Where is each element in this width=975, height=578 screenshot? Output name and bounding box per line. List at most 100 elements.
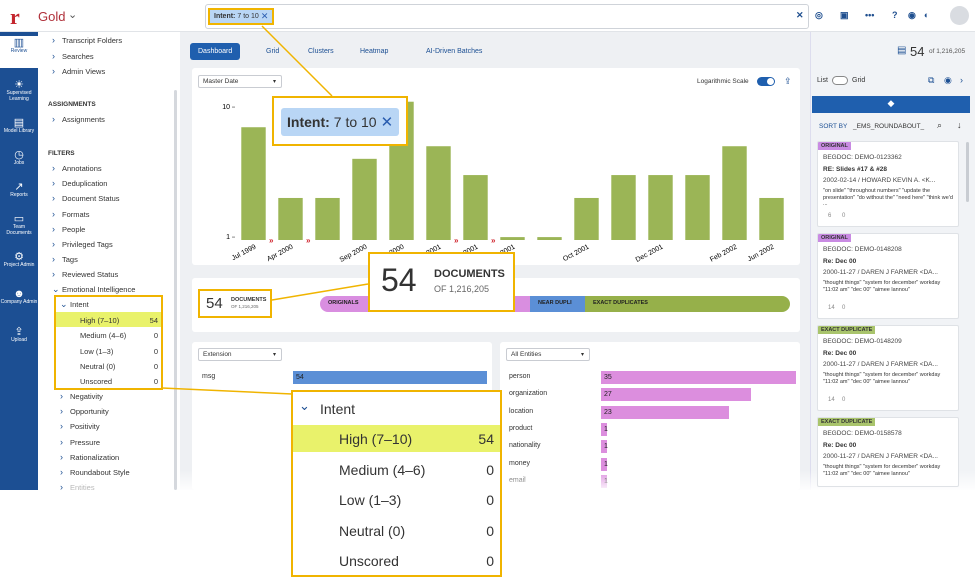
nav-item[interactable]: ▤ Model Library: [0, 116, 38, 148]
nav-item[interactable]: ☻ Company Admin: [0, 288, 38, 320]
nav-item[interactable]: ↗ Reports: [0, 180, 38, 212]
log-toggle[interactable]: [757, 77, 775, 86]
icon-target[interactable]: ◎: [815, 10, 823, 20]
option-label[interactable]: Unscored: [80, 377, 113, 387]
card-comments: 0: [842, 213, 846, 219]
bar: [241, 127, 266, 240]
nav-item[interactable]: ▭ Team Documents: [0, 212, 38, 244]
icon-eye[interactable]: ◉: [944, 75, 952, 85]
nav-item[interactable]: ⇪ Upload: [0, 325, 38, 357]
filter-item[interactable]: Reviewed Status: [62, 270, 119, 280]
chevron: ⌄: [52, 284, 60, 294]
filter-item[interactable]: Assignments: [62, 115, 105, 124]
hbar[interactable]: 23: [601, 405, 730, 419]
result-card[interactable]: ORIGINAL BEGDOC: DEMO-0148208 Re: Dec 00 20…: [817, 233, 959, 319]
result-card[interactable]: ORIGINAL BEGDOC: DEMO-0123362 RE: Slides #…: [817, 141, 959, 227]
filter-item[interactable]: Pressure: [70, 437, 101, 447]
tab[interactable]: AI-Driven Batches: [426, 48, 483, 55]
tab[interactable]: Grid: [266, 48, 280, 55]
option-label: Low (1–3): [339, 492, 402, 508]
filter-item[interactable]: Negativity: [70, 392, 103, 401]
filter-item[interactable]: Intent: [70, 300, 89, 309]
option-count: 54: [478, 431, 494, 447]
filter-item[interactable]: Transcript Folders: [62, 36, 123, 45]
filter-item[interactable]: Deduplication: [62, 179, 108, 189]
filter-item[interactable]: Annotations: [62, 164, 102, 173]
segment[interactable]: NEAR DUPLI: [530, 296, 586, 312]
chip-close: ✕: [260, 11, 269, 21]
hbar[interactable]: 27: [601, 388, 752, 402]
filter-item[interactable]: Rationalization: [70, 452, 120, 462]
filter-item[interactable]: Opportunity: [70, 407, 109, 417]
brand: Gold: [38, 9, 66, 24]
icon-save[interactable]: ▣: [840, 10, 849, 20]
avatar[interactable]: [950, 6, 969, 25]
card-meta: 2000-11-27 / DAREN J FARMER <DA...: [823, 361, 938, 368]
sort-field[interactable]: _EMS_ROUNDABOUT_: [853, 123, 925, 130]
search-chip[interactable]: Intent: 7 to 10 ✕: [208, 8, 275, 25]
hbar[interactable]: 1: [601, 440, 608, 454]
filter-item[interactable]: People: [62, 224, 86, 234]
filter-item[interactable]: Admin Views: [62, 67, 106, 76]
icon-open[interactable]: ⧉: [928, 75, 935, 85]
dropdown[interactable]: All Entities ▾: [506, 348, 590, 361]
row-label: money: [509, 459, 531, 467]
hbar[interactable]: 35: [601, 371, 796, 384]
icon-view[interactable]: ◉: [908, 10, 916, 20]
tab[interactable]: Dashboard: [190, 43, 241, 60]
tab[interactable]: Heatmap: [360, 48, 389, 55]
bar: [463, 175, 488, 240]
tag-bar[interactable]: ◆: [812, 96, 970, 113]
filter-item[interactable]: Formats: [62, 209, 90, 219]
option-count: 0: [153, 361, 158, 371]
option-label[interactable]: Low (1–3): [80, 346, 114, 356]
hbar[interactable]: 1: [601, 457, 608, 471]
icon-more[interactable]: •••: [865, 10, 875, 20]
grid-label[interactable]: Grid: [852, 77, 866, 84]
option-label: Medium (4–6): [339, 461, 426, 478]
filter-item[interactable]: Emotional Intelligence: [62, 285, 136, 294]
icon-next[interactable]: ›: [960, 75, 963, 85]
icon-help[interactable]: ?: [892, 10, 898, 20]
chevron: ›: [52, 239, 55, 249]
card-likes: 6: [828, 213, 832, 219]
hbar[interactable]: 54: [293, 371, 487, 384]
filter-item[interactable]: Tags: [62, 255, 78, 265]
list-label[interactable]: List: [817, 77, 828, 84]
dropdown[interactable]: Master Date ▾: [198, 75, 282, 88]
card-subject: Re: Dec 00: [823, 350, 857, 357]
filter-item[interactable]: Positivity: [70, 422, 100, 432]
chevron: ›: [52, 254, 55, 265]
row-label: product: [509, 424, 533, 432]
option-label[interactable]: High (7–10): [80, 316, 120, 325]
documents-label: DOCUMENTS: [231, 297, 267, 303]
dropdown-caret: ▾: [273, 352, 277, 358]
option-label[interactable]: Neutral (0): [80, 361, 116, 371]
filter-item[interactable]: Searches: [62, 51, 94, 61]
nav-item[interactable]: ☀ Supervised Learning: [0, 78, 38, 110]
option-label[interactable]: Medium (4–6): [80, 331, 127, 341]
icon-clear[interactable]: ✕: [796, 10, 804, 20]
segment[interactable]: EXACT DUPLICATES: [585, 296, 790, 312]
dropdown-caret: ▾: [273, 79, 277, 85]
filter-item[interactable]: Document Status: [62, 194, 120, 204]
card-snippet: "on slide" "throughout numbers" "update …: [823, 188, 953, 207]
chevron: ›: [60, 436, 63, 447]
hbar[interactable]: 1: [601, 422, 608, 436]
export-icon[interactable]: ⇪: [784, 76, 792, 86]
gap-marker: »: [454, 236, 459, 245]
dropdown[interactable]: Extension ▾: [198, 348, 282, 361]
filter-item[interactable]: Roundabout Style: [70, 468, 130, 477]
filter-item[interactable]: Entities: [70, 483, 95, 493]
nav-item[interactable]: ⚙ Project Admin: [0, 250, 38, 282]
filter-item[interactable]: Privileged Tags: [62, 240, 113, 249]
nav-item[interactable]: ▥ Review: [0, 36, 38, 68]
tab[interactable]: Clusters: [308, 48, 334, 55]
nav-item[interactable]: ◷ Jobs: [0, 148, 38, 180]
result-card[interactable]: EXACT DUPLICATE BEGDOC: DEMO-0148209 Re: D…: [817, 325, 959, 411]
documents-callout: [368, 252, 515, 312]
icon-theme[interactable]: ◐: [924, 10, 930, 20]
result-card[interactable]: EXACT DUPLICATE BEGDOC: DEMO-0158578 Re: D…: [817, 417, 959, 487]
list-toggle[interactable]: [832, 76, 848, 85]
